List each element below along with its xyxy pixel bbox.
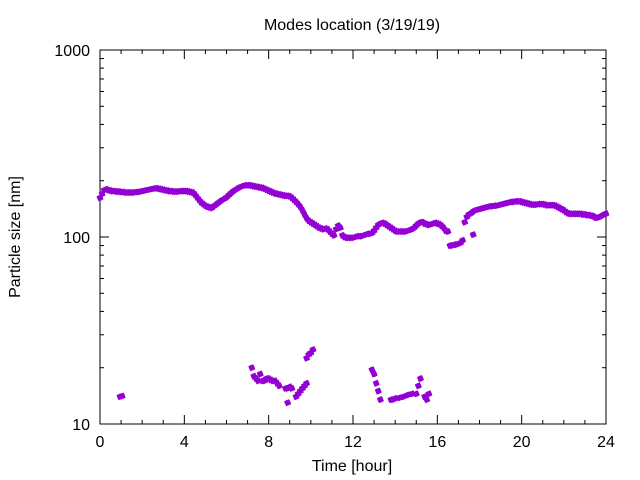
data-point [425,390,433,398]
data-point [330,231,338,239]
x-tick-label: 16 [428,434,446,451]
data-point [459,236,467,244]
data-point [303,379,311,387]
data-point [423,396,431,404]
data-point [309,346,317,354]
data-point [374,387,382,395]
x-tick-label: 4 [180,434,189,451]
data-point [288,384,296,392]
data-point [444,228,452,235]
plot-frame [99,49,607,425]
x-tick-label: 12 [344,434,362,451]
tick-labels: 0 4 8 12 16 20 24 10 100 1000 [54,43,615,451]
data-point [414,382,422,390]
x-tick-label: 0 [96,434,105,451]
x-tick-label: 20 [513,434,531,451]
data-point [417,375,424,383]
data-point [372,379,380,387]
data-points [96,181,610,407]
data-point [376,396,384,404]
y-tick-label: 10 [72,417,90,434]
data-point [275,382,283,390]
data-point [256,370,264,378]
data-point [118,392,126,400]
chart-title: Modes location (3/19/19) [264,17,440,34]
x-axis-label: Time [hour] [312,458,392,475]
y-axis-label: Particle size [nm] [7,176,24,298]
x-tick-label: 24 [597,434,615,451]
data-point [412,390,420,398]
data-point [461,218,469,226]
data-point [248,364,256,372]
data-point [370,370,378,378]
data-point [602,210,610,218]
data-point [336,224,344,232]
data-point [284,399,292,407]
data-point [469,231,477,239]
y-tick-label: 100 [63,230,90,247]
y-tick-label: 1000 [54,43,90,60]
x-tick-label: 8 [264,434,273,451]
